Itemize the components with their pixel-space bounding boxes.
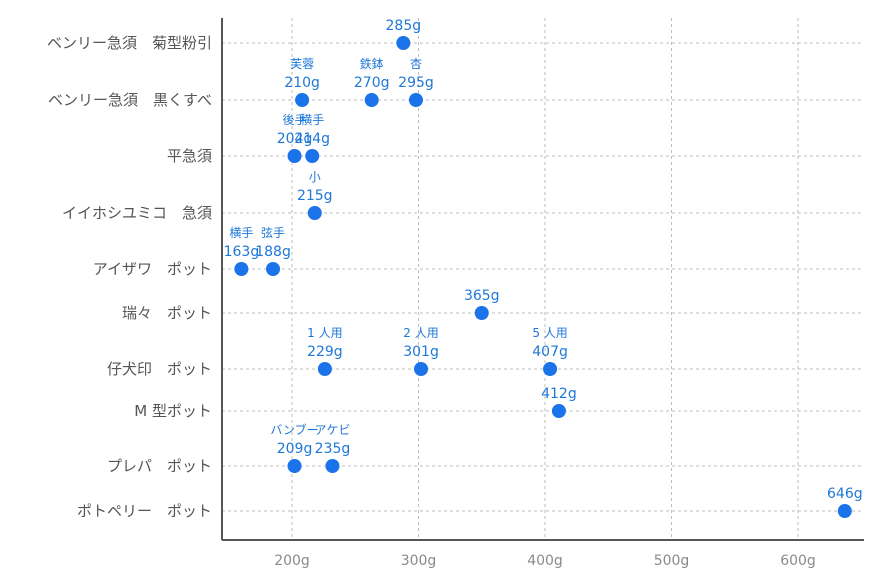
value-label: 209g <box>277 441 313 457</box>
data-point <box>364 93 379 107</box>
variant-label: 弦手 <box>261 225 285 240</box>
value-label: 295g <box>398 75 434 91</box>
data-point <box>551 404 566 418</box>
value-label: 215g <box>297 188 333 204</box>
category-label: ポトペリー ポット <box>77 502 212 520</box>
data-labels: 285g 210g 芙蓉 270g 鉄鉢 295g 杏 204g 後手 214g 横手 215g 小 16… <box>224 18 863 502</box>
data-point <box>295 93 310 107</box>
value-label: 163g <box>224 244 260 260</box>
value-label: 301g <box>403 344 439 360</box>
x-tick-label: 200g <box>274 553 310 569</box>
value-label: 188g <box>255 244 291 260</box>
data-point <box>317 362 332 376</box>
variant-label: バンブー <box>270 422 318 437</box>
data-point <box>414 362 429 376</box>
variant-label: 横手 <box>229 226 253 240</box>
variant-label: 5 人用 <box>532 326 567 340</box>
category-label: プレパ ポット <box>107 457 212 475</box>
data-point <box>543 362 558 376</box>
data-point <box>287 459 302 473</box>
value-label: 214g <box>294 131 330 147</box>
value-label: 407g <box>532 344 568 360</box>
variant-label: 2 人用 <box>403 326 438 340</box>
grid-layer <box>222 18 864 540</box>
value-label: 235g <box>315 441 351 457</box>
value-label: 365g <box>464 288 500 304</box>
variant-label: 芙蓉 <box>290 57 314 71</box>
variant-label: アケビ <box>314 423 350 437</box>
category-label: M 型ポット <box>134 402 212 420</box>
category-label: アイザワ ポット <box>93 260 212 278</box>
category-label: 平急須 <box>167 147 212 165</box>
value-label: 646g <box>827 486 863 502</box>
category-label: ベンリー急須 菊型粉引 <box>47 34 212 52</box>
data-point <box>325 459 340 473</box>
data-point <box>408 93 423 107</box>
data-point <box>305 149 320 163</box>
value-label: 204g <box>277 131 313 147</box>
variant-label: 1 人用 <box>307 326 342 340</box>
value-label: 412g <box>541 386 577 402</box>
x-tick-label: 500g <box>654 553 690 569</box>
variant-label: 後手 <box>283 113 307 127</box>
category-label: 仔犬印 ポット <box>107 360 212 378</box>
variant-label: 小 <box>309 170 321 184</box>
variant-label: 杏 <box>410 57 422 71</box>
x-tick-label: 400g <box>527 553 563 569</box>
category-label: ベンリー急須 黒くすべ <box>48 91 212 109</box>
axis-layer <box>221 18 864 541</box>
data-point <box>287 149 302 163</box>
data-point <box>234 262 249 276</box>
data-points <box>234 36 852 518</box>
category-label: 瑞々 ポット <box>122 304 212 322</box>
data-point <box>837 504 852 518</box>
value-label: 229g <box>307 344 343 360</box>
x-tick-label: 600g <box>780 553 816 569</box>
value-label: 270g <box>354 75 390 91</box>
value-label: 285g <box>386 18 422 34</box>
data-point <box>396 36 411 50</box>
value-label: 210g <box>284 75 320 91</box>
data-point <box>266 262 281 276</box>
x-tick-labels: 200g 300g 400g 500g 600g <box>274 553 816 569</box>
category-label: イイホシユミコ 急須 <box>62 204 212 222</box>
x-tick-label: 300g <box>401 553 437 569</box>
data-point <box>474 306 489 320</box>
variant-label: 鉄鉢 <box>360 56 384 71</box>
variant-label: 横手 <box>300 113 324 127</box>
data-point <box>307 206 322 220</box>
